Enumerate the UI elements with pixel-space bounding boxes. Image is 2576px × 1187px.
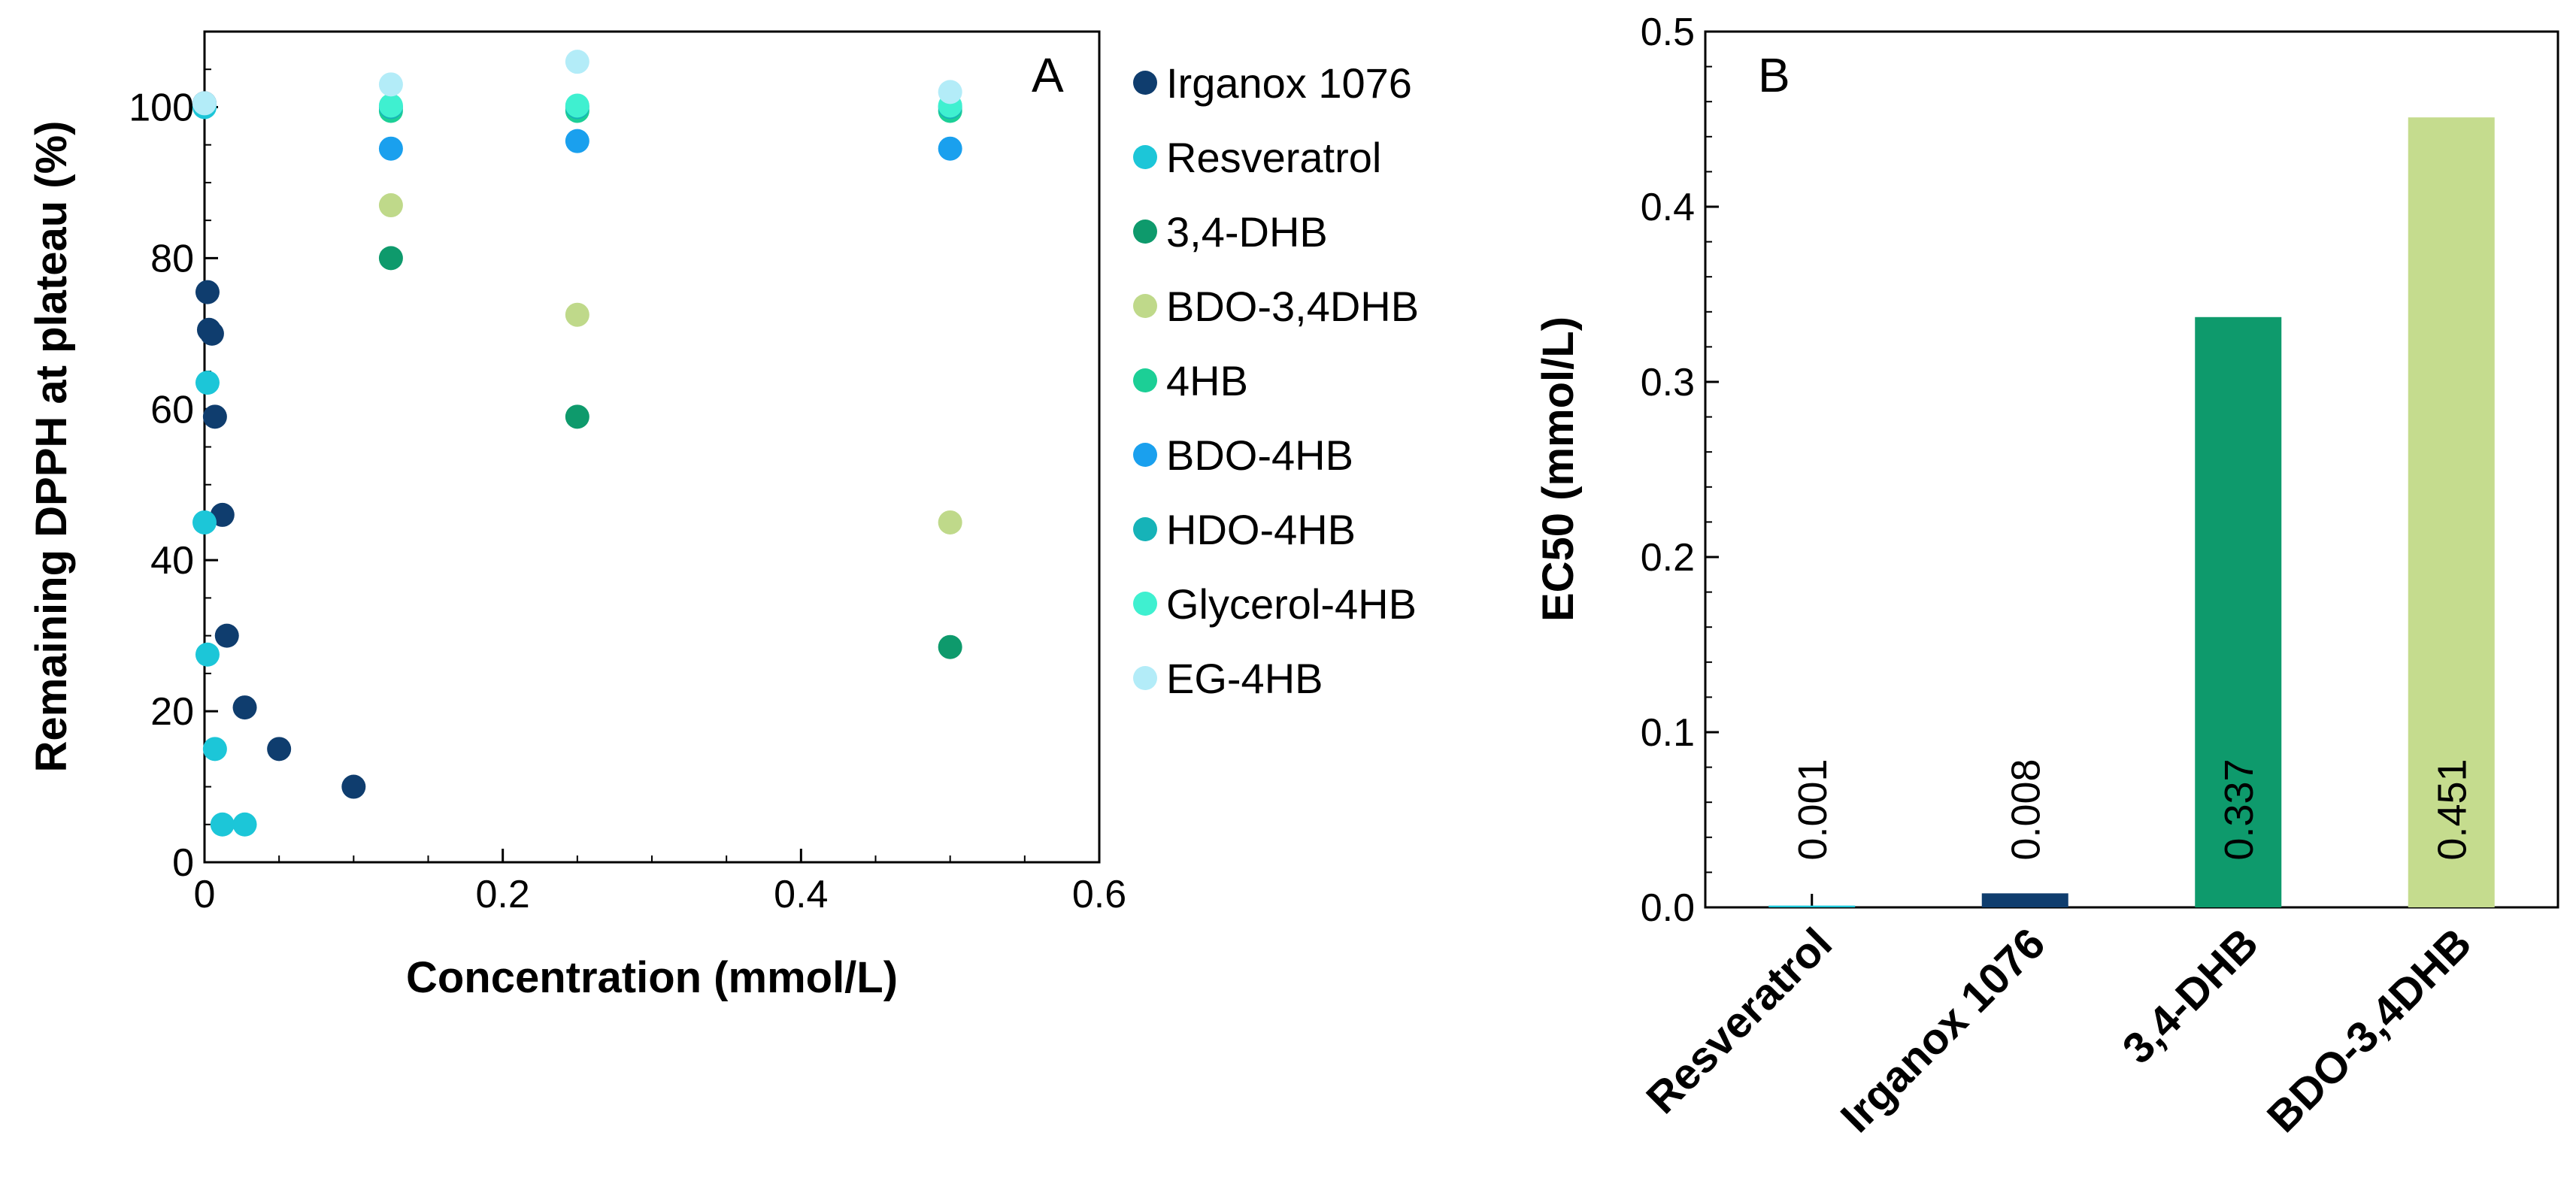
x-tick-label: 0.2: [476, 873, 530, 916]
bar-value-label: 0.337: [2217, 759, 2262, 860]
legend-marker: [1133, 294, 1157, 318]
bar-value-label: 0.008: [2003, 759, 2048, 860]
scatter-panel: 0 20 40 60 80 100 0 0.2 0.4 0.6 A Concentration (…: [27, 30, 1126, 1002]
legend-label: HDO-4HB: [1166, 506, 1356, 553]
legend-label: BDO-4HB: [1166, 431, 1353, 479]
category-label: Resveratrol: [1637, 919, 1841, 1123]
point-bdo-4hb: [938, 136, 962, 161]
point-bdo-4hb: [565, 129, 589, 153]
y-tick-label: 80: [150, 237, 194, 280]
point-resveratrol: [210, 812, 235, 837]
point-bdo-3-4dhb: [565, 302, 589, 327]
point-eg-4hb: [378, 72, 403, 97]
bar-bdo-3-4dhb: [2408, 117, 2495, 907]
x-tick-label: 0: [194, 873, 216, 916]
y-tick-label: 20: [150, 690, 194, 734]
legend-marker: [1133, 592, 1157, 616]
y-tick-label: 0.0: [1641, 886, 1695, 930]
y-tick-label: 0: [172, 841, 194, 885]
point-bdo-3-4dhb: [938, 510, 962, 534]
y-tick-label: 0.2: [1641, 536, 1695, 580]
y-tick-label: 40: [150, 539, 194, 583]
legend-label: 3,4-DHB: [1166, 208, 1328, 256]
y-tick-label: 0.1: [1641, 711, 1695, 755]
category-label: BDO-3,4DHB: [2258, 919, 2481, 1142]
point-bdo-3-4dhb: [378, 193, 403, 218]
y-tick-label: 0.4: [1641, 186, 1695, 229]
point-irganox-1076: [199, 321, 224, 346]
y-axis-title-b: EC50 (mmol/L): [1534, 316, 1583, 622]
bar-resveratrol: [1768, 905, 1856, 907]
point-bdo-4hb: [378, 136, 403, 161]
bar-value-label: 0.001: [1790, 759, 1835, 860]
plot-frame-b: [1704, 30, 2559, 909]
y-axis-title-a: Remaining DPPH at plateau (%): [27, 121, 76, 773]
plot-frame-a: [203, 30, 1101, 864]
legend-label: EG-4HB: [1166, 655, 1323, 702]
legend-label: BDO-3,4DHB: [1166, 283, 1419, 330]
point-3-4-dhb: [378, 246, 403, 271]
y-tick-label: 0.5: [1641, 11, 1695, 54]
axes-a: 0 20 40 60 80 100 0 0.2 0.4 0.6: [129, 68, 1126, 916]
legend: Irganox 1076 Resveratrol 3,4-DHB BDO-3,4DHB…: [1133, 59, 1419, 702]
point-glycerol-4hb: [378, 93, 403, 118]
bars: 0.001 0.008 0.337 0.451: [1768, 117, 2495, 907]
category-label: 3,4-DHB: [2113, 919, 2267, 1073]
legend-marker: [1133, 517, 1157, 541]
point-resveratrol: [192, 510, 217, 534]
legend-marker: [1133, 368, 1157, 392]
legend-marker: [1133, 145, 1157, 169]
point-resveratrol: [232, 812, 257, 837]
panel-label-a: A: [1032, 48, 1064, 102]
point-eg-4hb: [565, 50, 589, 74]
legend-label: Resveratrol: [1166, 134, 1381, 181]
point-irganox-1076: [195, 280, 220, 304]
category-label: Irganox 1076: [1832, 919, 2055, 1142]
bar-value-label: 0.451: [2429, 759, 2474, 860]
panel-label-b: B: [1758, 48, 1790, 102]
point-irganox-1076: [341, 774, 366, 799]
point-3-4-dhb: [938, 634, 962, 659]
bar-3-4-dhb: [2195, 316, 2282, 907]
legend-label: Glycerol-4HB: [1166, 580, 1417, 628]
point-eg-4hb: [938, 80, 962, 104]
y-tick-label: 0.3: [1641, 361, 1695, 404]
legend-marker: [1133, 666, 1157, 690]
point-glycerol-4hb: [565, 93, 589, 118]
legend-label: 4HB: [1166, 357, 1248, 404]
point-resveratrol: [195, 642, 220, 667]
point-eg-4hb: [192, 91, 217, 116]
legend-marker: [1133, 71, 1157, 95]
scatter-points: [192, 50, 962, 837]
x-tick-label: 0.4: [774, 873, 828, 916]
bar-irganox-1076: [1981, 893, 2068, 907]
point-irganox-1076: [202, 404, 227, 429]
point-irganox-1076: [267, 737, 292, 762]
legend-marker: [1133, 443, 1157, 467]
y-tick-label: 60: [150, 388, 194, 431]
legend-marker: [1133, 220, 1157, 244]
point-irganox-1076: [232, 695, 257, 720]
legend-label: Irganox 1076: [1166, 59, 1412, 107]
point-resveratrol: [195, 371, 220, 395]
point-resveratrol: [202, 737, 227, 762]
x-tick-label: 0.6: [1072, 873, 1126, 916]
point-irganox-1076: [214, 623, 239, 648]
x-axis-title-a: Concentration (mmol/L): [406, 953, 898, 1002]
point-3-4-dhb: [565, 404, 589, 429]
y-tick-label: 100: [129, 86, 194, 129]
